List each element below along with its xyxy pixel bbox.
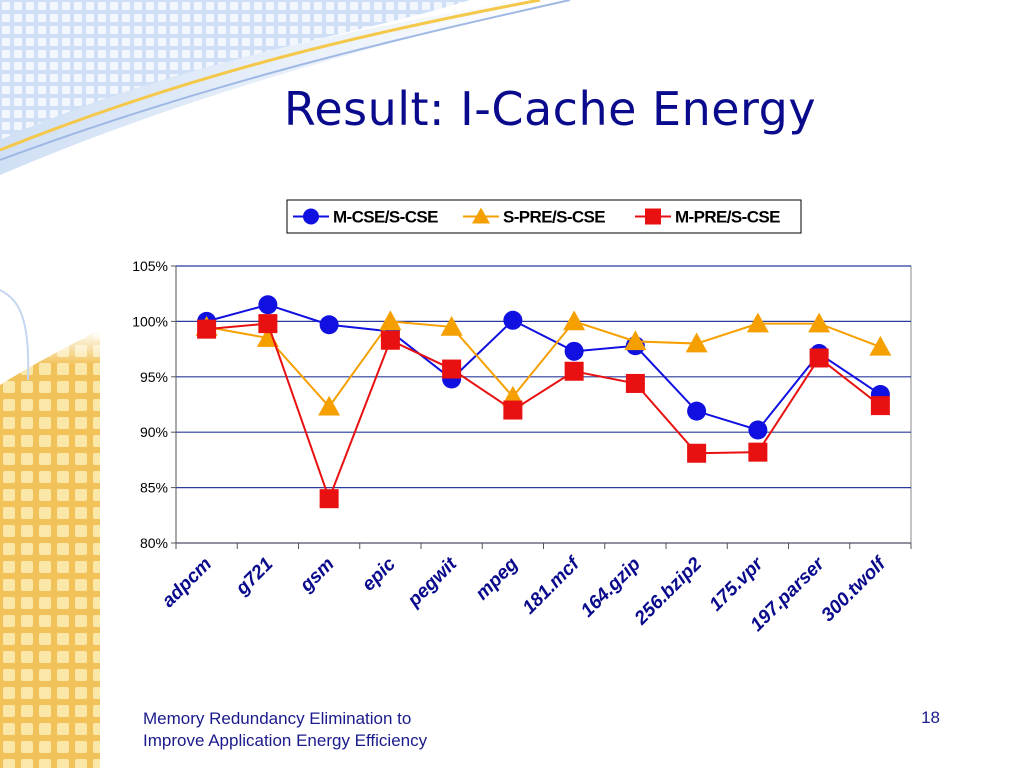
data-point-m-pre-s-cse bbox=[870, 396, 890, 416]
data-point-m-cse-s-cse bbox=[564, 341, 584, 361]
data-point-m-cse-s-cse bbox=[319, 315, 339, 335]
series-line-s-pre-s-cse bbox=[206, 320, 881, 409]
y-tick-label: 85% bbox=[140, 480, 168, 496]
data-point-s-pre-s-cse bbox=[685, 332, 708, 353]
page-number: 18 bbox=[921, 708, 940, 727]
data-point-m-pre-s-cse bbox=[564, 361, 584, 381]
slide-title: Result: I-Cache Energy bbox=[283, 82, 817, 136]
data-point-m-pre-s-cse bbox=[503, 400, 523, 420]
data-point-s-pre-s-cse bbox=[440, 315, 463, 336]
data-point-s-pre-s-cse bbox=[746, 312, 769, 333]
y-tick-label: 95% bbox=[140, 369, 168, 385]
legend-marker-m-cse-s-cse bbox=[303, 208, 319, 225]
y-tick-label: 80% bbox=[140, 535, 168, 551]
x-tick-label: 256.bzip2 bbox=[630, 553, 706, 629]
x-tick-label: adpcm bbox=[158, 554, 216, 612]
data-point-m-pre-s-cse bbox=[809, 348, 829, 368]
series-line-m-cse-s-cse bbox=[206, 303, 881, 432]
data-point-m-pre-s-cse bbox=[380, 330, 400, 350]
data-point-s-pre-s-cse bbox=[318, 395, 341, 416]
data-point-s-pre-s-cse bbox=[869, 335, 892, 356]
footer-line-1: Memory Redundancy Elimination to bbox=[143, 709, 412, 728]
data-point-m-pre-s-cse bbox=[748, 442, 768, 462]
data-point-m-pre-s-cse bbox=[442, 359, 462, 379]
plot-area bbox=[175, 265, 912, 544]
y-tick-label: 100% bbox=[132, 313, 168, 329]
data-point-m-pre-s-cse bbox=[319, 489, 339, 509]
legend-marker-m-pre-s-cse bbox=[645, 208, 661, 225]
data-point-m-pre-s-cse bbox=[687, 443, 707, 463]
data-point-s-pre-s-cse bbox=[563, 310, 586, 331]
x-tick-label: 175.vpr bbox=[706, 553, 769, 616]
series-m-pre-s-cse bbox=[197, 314, 890, 509]
x-tick-label: gsm bbox=[295, 554, 338, 597]
legend-marker-s-pre-s-cse bbox=[472, 207, 490, 224]
data-point-m-pre-s-cse bbox=[625, 373, 645, 393]
data-point-m-cse-s-cse bbox=[687, 401, 707, 421]
legend-box bbox=[286, 199, 802, 234]
y-tick-label: 90% bbox=[140, 424, 168, 440]
data-point-m-cse-s-cse bbox=[258, 295, 278, 315]
data-point-s-pre-s-cse bbox=[624, 330, 647, 351]
data-point-s-pre-s-cse bbox=[379, 310, 402, 331]
data-point-s-pre-s-cse bbox=[808, 312, 831, 333]
data-point-m-cse-s-cse bbox=[748, 420, 768, 440]
x-tick-label: epic bbox=[358, 553, 400, 595]
x-tick-label: mpeg bbox=[472, 553, 523, 604]
footer-line-2: Improve Application Energy Efficiency bbox=[143, 731, 428, 750]
footer-text: Memory Redundancy Elimination to Improve… bbox=[143, 708, 427, 752]
legend-label-m-pre-s-cse: M-PRE/S-CSE bbox=[675, 208, 780, 227]
x-tick-label: 181.mcf bbox=[519, 553, 585, 619]
x-tick-label: g721 bbox=[231, 554, 277, 600]
y-tick-label: 105% bbox=[132, 258, 168, 274]
data-point-m-pre-s-cse bbox=[258, 314, 278, 334]
x-tick-label: 300.twolf bbox=[818, 553, 892, 627]
data-point-m-cse-s-cse bbox=[503, 310, 523, 330]
legend-label-m-cse-s-cse: M-CSE/S-CSE bbox=[333, 208, 438, 227]
x-tick-label: pegwit bbox=[403, 553, 462, 612]
legend-label-s-pre-s-cse: S-PRE/S-CSE bbox=[503, 208, 605, 227]
series-line-m-pre-s-cse bbox=[206, 322, 881, 502]
data-point-m-pre-s-cse bbox=[197, 319, 217, 339]
